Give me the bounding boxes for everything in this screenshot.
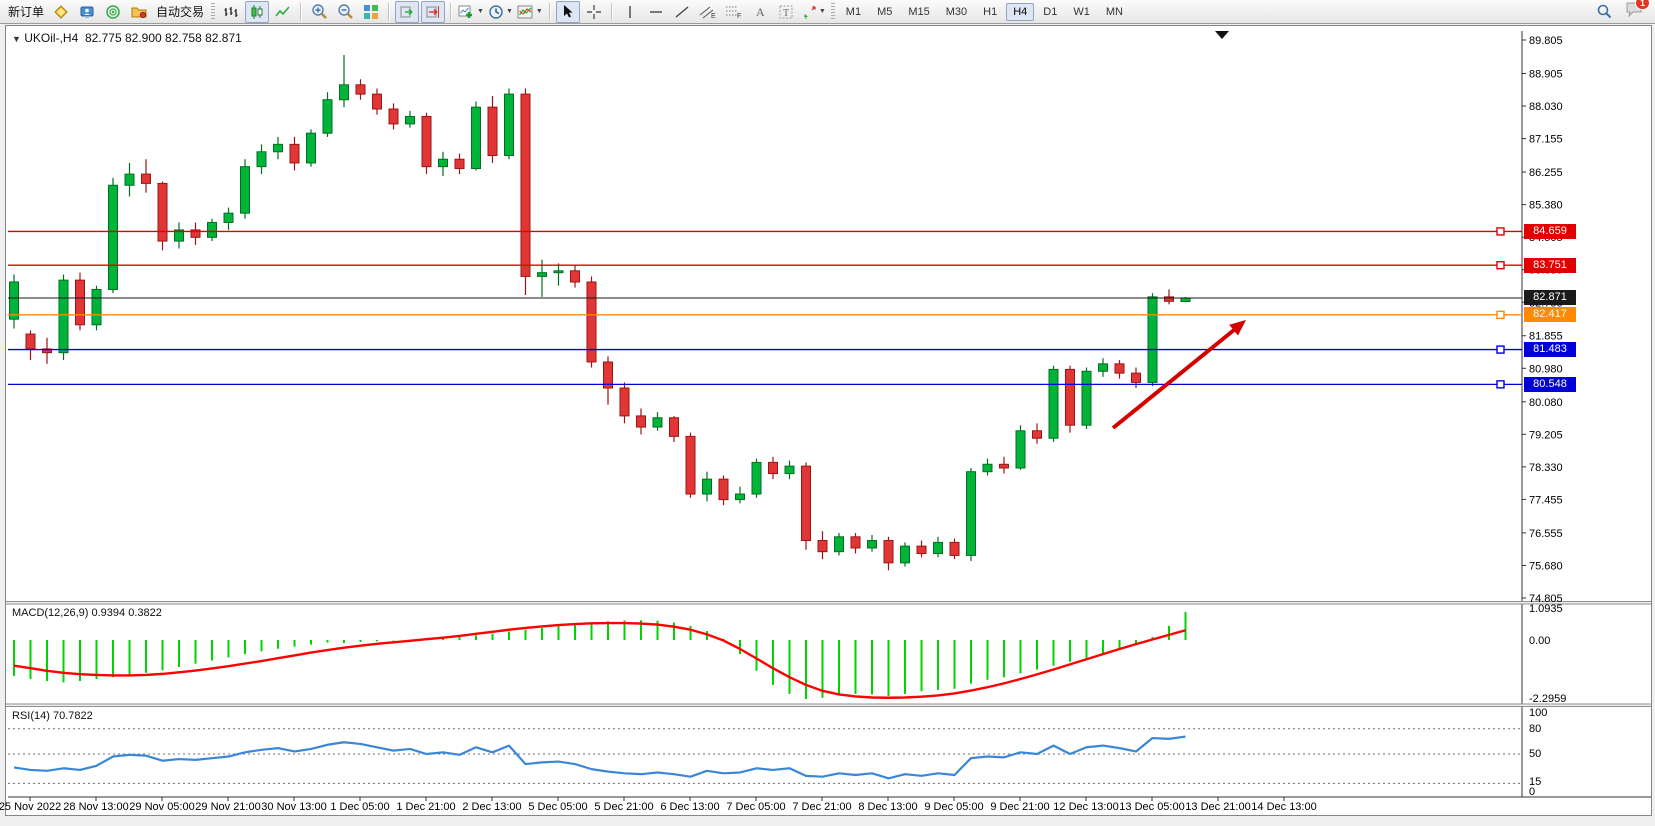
crosshair-icon[interactable]: [582, 1, 606, 23]
chart-window[interactable]: [5, 25, 1652, 816]
line-chart-icon[interactable]: [271, 1, 295, 23]
toolbar: 新订单 自动交易: [0, 0, 1655, 24]
separator: [300, 2, 303, 21]
low-value: 82.758: [165, 31, 202, 45]
new-order-ticket-icon[interactable]: [49, 1, 73, 23]
open-value: 82.775: [84, 31, 122, 45]
separator: [610, 2, 613, 21]
new-chart-icon[interactable]: ▼: [457, 1, 485, 23]
zoom-in-icon[interactable]: [307, 1, 331, 23]
symbol-period-label: UKOil-,H4: [24, 31, 79, 45]
notification-badge: 1: [1634, 0, 1650, 10]
toolbar-grip: [830, 2, 835, 21]
svg-text:T: T: [783, 8, 789, 19]
dropdown-caret[interactable]: ▼: [818, 8, 826, 15]
price-badge-resistance-1: 84.659: [1524, 223, 1576, 239]
chart-shift-icon[interactable]: [421, 0, 446, 23]
price-badge-resistance-2: 83.751: [1524, 257, 1576, 273]
templates-icon[interactable]: ▼: [516, 1, 544, 23]
chart-title: ▼ UKOil-,H4 82.775 82.900 82.758 82.871: [12, 31, 242, 45]
dropdown-caret[interactable]: ▼: [505, 8, 513, 15]
autotrading-folder-icon[interactable]: [127, 1, 151, 23]
fibonacci-icon[interactable]: F: [722, 1, 746, 23]
rsi-value: 70.7822: [52, 710, 93, 722]
timeframe-mn[interactable]: MN: [1105, 5, 1123, 18]
macd-signal-value: 0.3822: [128, 607, 162, 619]
zoom-out-icon[interactable]: [333, 1, 357, 23]
separator: [548, 2, 551, 21]
trendline-icon[interactable]: [670, 1, 694, 23]
macd-label: MACD(12,26,9) 0.9394 0.3822: [12, 607, 162, 619]
community-icon[interactable]: [75, 1, 99, 23]
notifications-button[interactable]: 1: [1625, 0, 1650, 22]
equidistant-channel-icon[interactable]: E: [696, 1, 720, 23]
periods-clock-icon[interactable]: ▼: [487, 1, 514, 23]
search-icon[interactable]: [1592, 1, 1616, 23]
cursor-icon[interactable]: [555, 0, 580, 23]
toolbar-grip: [211, 2, 216, 21]
rsi-label: RSI(14) 70.7822: [12, 710, 93, 722]
tile-windows-icon[interactable]: [359, 1, 383, 23]
timeframe-d1[interactable]: D1: [1043, 5, 1058, 18]
timeframe-m30[interactable]: M30: [945, 5, 968, 18]
svg-text:E: E: [711, 13, 716, 20]
svg-text:A: A: [756, 5, 765, 19]
separator: [450, 2, 453, 21]
horizontal-line-icon[interactable]: [644, 1, 668, 23]
timeframe-m1[interactable]: M1: [845, 5, 862, 18]
price-badge-support-1: 81.483: [1524, 342, 1576, 358]
price-badge-current: 82.871: [1524, 290, 1576, 306]
vertical-line-icon[interactable]: [618, 1, 642, 23]
candlestick-chart-icon[interactable]: [245, 0, 270, 23]
text-icon[interactable]: A: [748, 1, 772, 23]
signals-icon[interactable]: [101, 1, 125, 23]
svg-text:F: F: [737, 13, 741, 20]
collapse-arrow-icon[interactable]: ▼: [12, 34, 21, 44]
high-value: 82.900: [125, 31, 162, 45]
timeframe-h4[interactable]: H4: [1006, 2, 1035, 21]
timeframe-m15[interactable]: M15: [908, 5, 930, 18]
timeframe-h1[interactable]: H1: [983, 5, 998, 18]
separator: [388, 2, 391, 21]
close-value: 82.871: [205, 31, 242, 45]
dropdown-caret[interactable]: ▼: [535, 8, 543, 15]
price-badge-pivot: 82.417: [1524, 307, 1576, 323]
arrows-icon[interactable]: ▼: [800, 1, 827, 23]
timeframe-m5[interactable]: M5: [877, 5, 893, 18]
timeframe-w1[interactable]: W1: [1073, 5, 1090, 18]
auto-scroll-icon[interactable]: [395, 0, 420, 23]
new-order-button[interactable]: 新订单: [8, 5, 45, 19]
price-badge-support-2: 80.548: [1524, 376, 1576, 392]
text-label-icon[interactable]: T: [774, 1, 798, 23]
dropdown-caret[interactable]: ▼: [477, 8, 484, 15]
bar-chart-icon[interactable]: [219, 1, 243, 23]
macd-main-value: 0.9394: [91, 607, 126, 619]
autotrading-button[interactable]: 自动交易: [156, 5, 205, 19]
